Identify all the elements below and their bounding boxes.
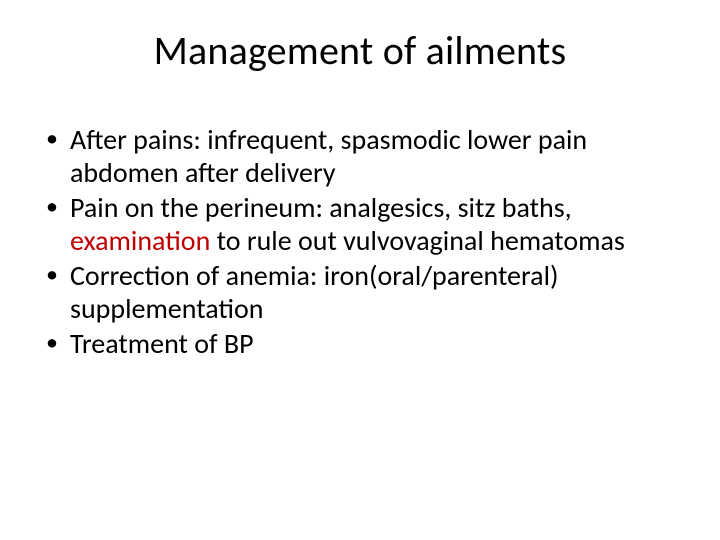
bullet-text-prefix: After pains: infrequent, spasmodic lower… [70,122,587,190]
bullet-list: After pains: infrequent, spasmodic lower… [42,123,678,360]
list-item: Pain on the perineum: analgesics, sitz b… [42,191,678,257]
slide: Management of ailments After pains: infr… [0,0,720,540]
list-item: Correction of anemia: iron(oral/parenter… [42,259,678,325]
slide-title: Management of ailments [42,26,678,75]
bullet-text-suffix: to rule out vulvovaginal hematomas [210,223,625,258]
bullet-text-highlight: examination [70,223,210,258]
bullet-text-prefix: Pain on the perineum: analgesics, sitz b… [70,190,572,225]
list-item: Treatment of BP [42,327,678,360]
bullet-text-prefix: Treatment of BP [70,326,254,361]
list-item: After pains: infrequent, spasmodic lower… [42,123,678,189]
bullet-text-prefix: Correction of anemia: iron(oral/parenter… [70,258,558,326]
